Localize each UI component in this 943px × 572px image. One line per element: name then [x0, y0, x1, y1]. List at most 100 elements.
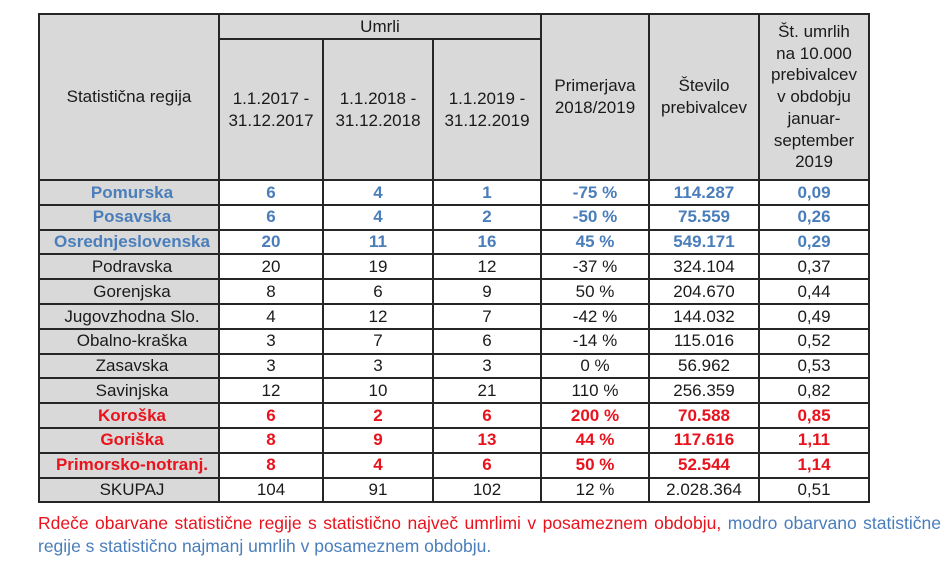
- region-cell: Posavska: [38, 203, 220, 231]
- table-row: Zasavska 3 3 3 0 % 56.962 0,53: [38, 352, 870, 380]
- comparison-cell: -42 %: [540, 302, 650, 330]
- deaths-2017-cell: 6: [218, 402, 324, 429]
- deaths-2018-cell: 7: [322, 327, 434, 355]
- comparison-cell: 44 %: [540, 426, 650, 454]
- header-deaths-group: Umrli: [218, 13, 542, 40]
- header-death-rate: Št. umrlih na 10.000 prebivalcev v obdob…: [758, 13, 870, 181]
- deaths-2018-cell: 10: [322, 377, 434, 405]
- comparison-cell: 50 %: [540, 451, 650, 479]
- header-period-2019: 1.1.2019 - 31.12.2019: [432, 38, 542, 181]
- population-cell: 75.559: [648, 203, 760, 231]
- population-cell: 204.670: [648, 278, 760, 305]
- population-cell: 256.359: [648, 377, 760, 405]
- deaths-2019-cell: 102: [432, 476, 542, 504]
- deaths-2018-cell: 4: [322, 451, 434, 479]
- region-cell: Osrednjeslovenska: [38, 228, 220, 256]
- deaths-2018-cell: 91: [322, 476, 434, 504]
- deaths-2017-cell: 3: [218, 352, 324, 380]
- deaths-2018-cell: 19: [322, 253, 434, 281]
- death-rate-cell: 0,44: [758, 278, 870, 305]
- death-rate-cell: 1,11: [758, 426, 870, 454]
- header-period-2018: 1.1.2018 - 31.12.2018: [322, 38, 434, 181]
- death-rate-cell: 0,09: [758, 179, 870, 206]
- region-cell: Koroška: [38, 402, 220, 429]
- population-cell: 114.287: [648, 179, 760, 206]
- deaths-2017-cell: 8: [218, 278, 324, 305]
- deaths-2019-cell: 7: [432, 302, 542, 330]
- death-rate-cell: 0,82: [758, 377, 870, 405]
- deaths-2017-cell: 6: [218, 203, 324, 231]
- comparison-cell: 110 %: [540, 377, 650, 405]
- table-row: Koroška 6 2 6 200 % 70.588 0,85: [38, 402, 870, 429]
- legend-note: Rdeče obarvane statistične regije s stat…: [38, 512, 941, 558]
- comparison-cell: 200 %: [540, 402, 650, 429]
- table-row: Savinjska 12 10 21 110 % 256.359 0,82: [38, 377, 870, 405]
- region-cell: SKUPAJ: [38, 476, 220, 504]
- deaths-2019-cell: 21: [432, 377, 542, 405]
- death-rate-cell: 0,29: [758, 228, 870, 256]
- table-row: Primorsko-notranj. 8 4 6 50 % 52.544 1,14: [38, 451, 870, 479]
- deaths-2018-cell: 6: [322, 278, 434, 305]
- deaths-2018-cell: 4: [322, 203, 434, 231]
- deaths-2019-cell: 9: [432, 278, 542, 305]
- deaths-2017-cell: 6: [218, 179, 324, 206]
- region-cell: Zasavska: [38, 352, 220, 380]
- death-rate-cell: 0,51: [758, 476, 870, 504]
- comparison-cell: 0 %: [540, 352, 650, 380]
- deaths-2017-cell: 3: [218, 327, 324, 355]
- death-rate-cell: 0,37: [758, 253, 870, 281]
- table-row: Podravska 20 19 12 -37 % 324.104 0,37: [38, 253, 870, 281]
- deaths-2017-cell: 20: [218, 228, 324, 256]
- population-cell: 70.588: [648, 402, 760, 429]
- comparison-cell: -50 %: [540, 203, 650, 231]
- table-row: Goriška 8 9 13 44 % 117.616 1,11: [38, 426, 870, 454]
- table-row: Osrednjeslovenska 20 11 16 45 % 549.171 0,29: [38, 228, 870, 256]
- comparison-cell: 50 %: [540, 278, 650, 305]
- population-cell: 56.962: [648, 352, 760, 380]
- death-rate-cell: 0,85: [758, 402, 870, 429]
- comparison-cell: -75 %: [540, 179, 650, 206]
- header-period-2017: 1.1.2017 - 31.12.2017: [218, 38, 324, 181]
- comparison-cell: -37 %: [540, 253, 650, 281]
- table-row: Pomurska 6 4 1 -75 % 114.287 0,09: [38, 179, 870, 206]
- population-cell: 324.104: [648, 253, 760, 281]
- population-cell: 52.544: [648, 451, 760, 479]
- comparison-cell: 12 %: [540, 476, 650, 504]
- deaths-2019-cell: 6: [432, 402, 542, 429]
- deaths-2019-cell: 16: [432, 228, 542, 256]
- population-cell: 2.028.364: [648, 476, 760, 504]
- region-cell: Goriška: [38, 426, 220, 454]
- region-cell: Jugovzhodna Slo.: [38, 302, 220, 330]
- population-cell: 549.171: [648, 228, 760, 256]
- table-row: Obalno-kraška 3 7 6 -14 % 115.016 0,52: [38, 327, 870, 355]
- deaths-2019-cell: 13: [432, 426, 542, 454]
- deaths-2019-cell: 3: [432, 352, 542, 380]
- deaths-2017-cell: 104: [218, 476, 324, 504]
- population-cell: 115.016: [648, 327, 760, 355]
- region-cell: Pomurska: [38, 179, 220, 206]
- death-rate-cell: 0,26: [758, 203, 870, 231]
- table-row: Gorenjska 8 6 9 50 % 204.670 0,44: [38, 278, 870, 305]
- deaths-2017-cell: 4: [218, 302, 324, 330]
- comparison-cell: -14 %: [540, 327, 650, 355]
- table-row: Jugovzhodna Slo. 4 12 7 -42 % 144.032 0,49: [38, 302, 870, 330]
- table-header: Statistična regija Umrli Primerjava 2018…: [38, 13, 870, 181]
- deaths-2018-cell: 2: [322, 402, 434, 429]
- header-region: Statistična regija: [38, 13, 220, 181]
- deaths-2019-cell: 12: [432, 253, 542, 281]
- deaths-2017-cell: 8: [218, 451, 324, 479]
- comparison-cell: 45 %: [540, 228, 650, 256]
- region-cell: Obalno-kraška: [38, 327, 220, 355]
- population-cell: 144.032: [648, 302, 760, 330]
- legend-red-note: Rdeče obarvane statistične regije s stat…: [38, 513, 722, 533]
- deaths-2019-cell: 1: [432, 179, 542, 206]
- deaths-2018-cell: 3: [322, 352, 434, 380]
- deaths-2018-cell: 4: [322, 179, 434, 206]
- deaths-2019-cell: 2: [432, 203, 542, 231]
- deaths-2017-cell: 12: [218, 377, 324, 405]
- deaths-2018-cell: 9: [322, 426, 434, 454]
- region-cell: Gorenjska: [38, 278, 220, 305]
- region-cell: Savinjska: [38, 377, 220, 405]
- legend-blue-note: modro obarvano statistične regije s stat…: [38, 513, 941, 556]
